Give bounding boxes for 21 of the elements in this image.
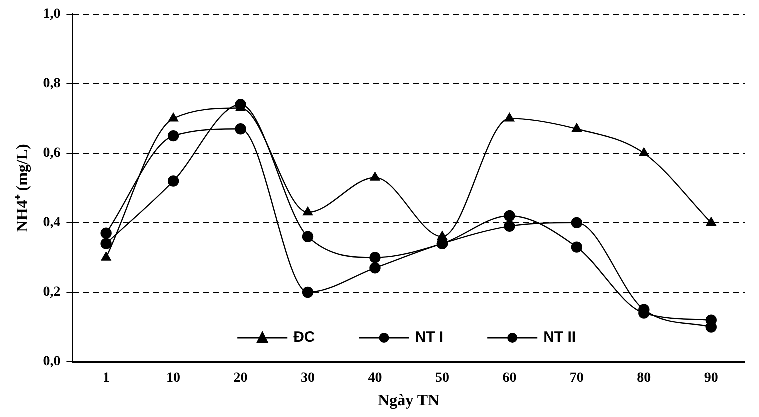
y-tick-label: 0,2 xyxy=(43,285,61,300)
y-tick-label: 0,8 xyxy=(43,76,61,92)
x-tick-label: 10 xyxy=(166,371,181,386)
x-tick-label: 60 xyxy=(502,371,517,386)
y-tick-label: 0,0 xyxy=(43,354,61,370)
x-axis-title: Ngày TN xyxy=(378,392,440,410)
x-tick-label: 90 xyxy=(704,371,718,386)
legend-label: ĐC xyxy=(294,329,316,346)
legend-label: NT II xyxy=(544,329,576,346)
x-tick-label: 70 xyxy=(570,371,584,386)
x-tick-label: 40 xyxy=(368,371,382,386)
x-tick-label: 50 xyxy=(435,371,450,386)
y-tick-label: 0,6 xyxy=(43,146,61,162)
legend-label: NT I xyxy=(415,329,444,346)
x-tick-label: 1 xyxy=(102,371,110,386)
y-tick-label: 1,0 xyxy=(43,7,61,22)
x-tick-label: 20 xyxy=(234,371,248,386)
y-tick-label: 0,4 xyxy=(43,216,61,231)
x-tick-label: 80 xyxy=(637,371,652,386)
y-axis-title: NH4⁺ (mg/L) xyxy=(14,144,32,232)
x-tick-label: 30 xyxy=(301,371,316,386)
